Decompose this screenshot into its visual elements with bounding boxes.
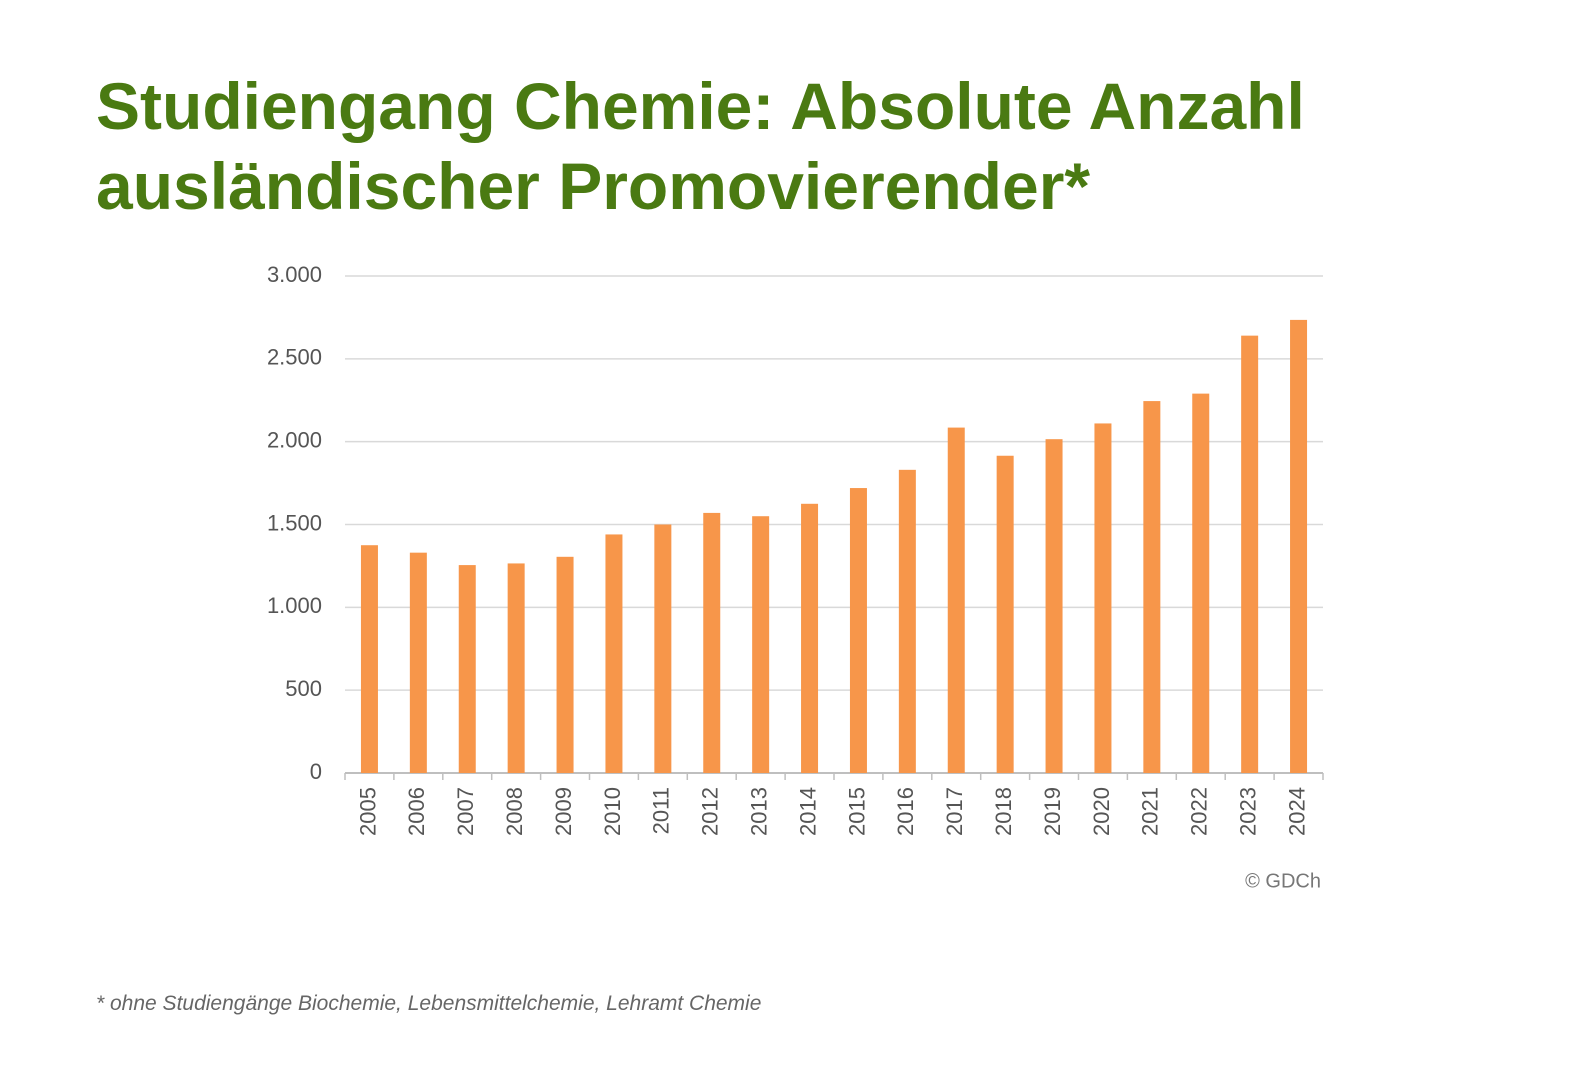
bar xyxy=(898,469,916,773)
x-tick-label: 2022 xyxy=(1187,787,1212,836)
y-tick-label: 1.000 xyxy=(267,593,322,618)
y-tick-label: 0 xyxy=(310,759,322,784)
bar xyxy=(458,565,476,773)
source: © GDCh xyxy=(1245,870,1321,892)
x-tick-label: 2012 xyxy=(698,787,723,836)
x-tick-label: 2009 xyxy=(551,787,576,836)
bar xyxy=(507,563,525,773)
x-tick-label: 2010 xyxy=(600,787,625,836)
bar xyxy=(1045,439,1063,773)
x-tick-label: 2024 xyxy=(1284,787,1309,836)
x-tick-label: 2013 xyxy=(746,787,771,836)
x-tick-label: 2019 xyxy=(1040,787,1065,836)
bar xyxy=(1094,423,1112,773)
y-tick-label: 1.500 xyxy=(267,510,322,535)
bar xyxy=(1241,335,1259,773)
bar xyxy=(556,556,574,773)
bar xyxy=(605,534,623,773)
y-tick-label: 500 xyxy=(285,676,322,701)
bar xyxy=(409,552,427,773)
x-tick-label: 2018 xyxy=(991,787,1016,836)
x-tick-label: 2005 xyxy=(355,787,380,836)
footnote: * ohne Studiengänge Biochemie, Lebensmit… xyxy=(96,992,762,1015)
bar xyxy=(752,516,770,773)
bar xyxy=(703,512,721,773)
bar xyxy=(996,455,1014,773)
bar xyxy=(654,524,672,773)
x-tick-label: 2017 xyxy=(942,787,967,836)
y-tick-label: 3.000 xyxy=(267,262,322,287)
chart-title: Studiengang Chemie: Absolute Anzahl ausl… xyxy=(96,69,1305,223)
y-tick-label: 2.000 xyxy=(267,427,322,452)
bar xyxy=(360,545,378,773)
bar xyxy=(1192,393,1210,773)
y-tick-label: 2.500 xyxy=(267,345,322,370)
bar xyxy=(801,503,819,773)
x-tick-label: 2023 xyxy=(1235,787,1260,836)
bar xyxy=(849,488,867,773)
bar xyxy=(1290,319,1308,773)
x-tick-label: 2011 xyxy=(649,787,674,834)
bar xyxy=(947,427,965,773)
x-tick-label: 2008 xyxy=(502,787,527,836)
x-tick-label: 2016 xyxy=(893,787,918,836)
x-tick-label: 2006 xyxy=(404,787,429,836)
x-tick-label: 2007 xyxy=(453,787,478,836)
x-tick-label: 2015 xyxy=(844,787,869,836)
x-tick-label: 2020 xyxy=(1089,787,1114,836)
bar xyxy=(1143,401,1161,773)
x-tick-label: 2014 xyxy=(795,787,820,836)
x-tick-label: 2021 xyxy=(1138,787,1163,836)
